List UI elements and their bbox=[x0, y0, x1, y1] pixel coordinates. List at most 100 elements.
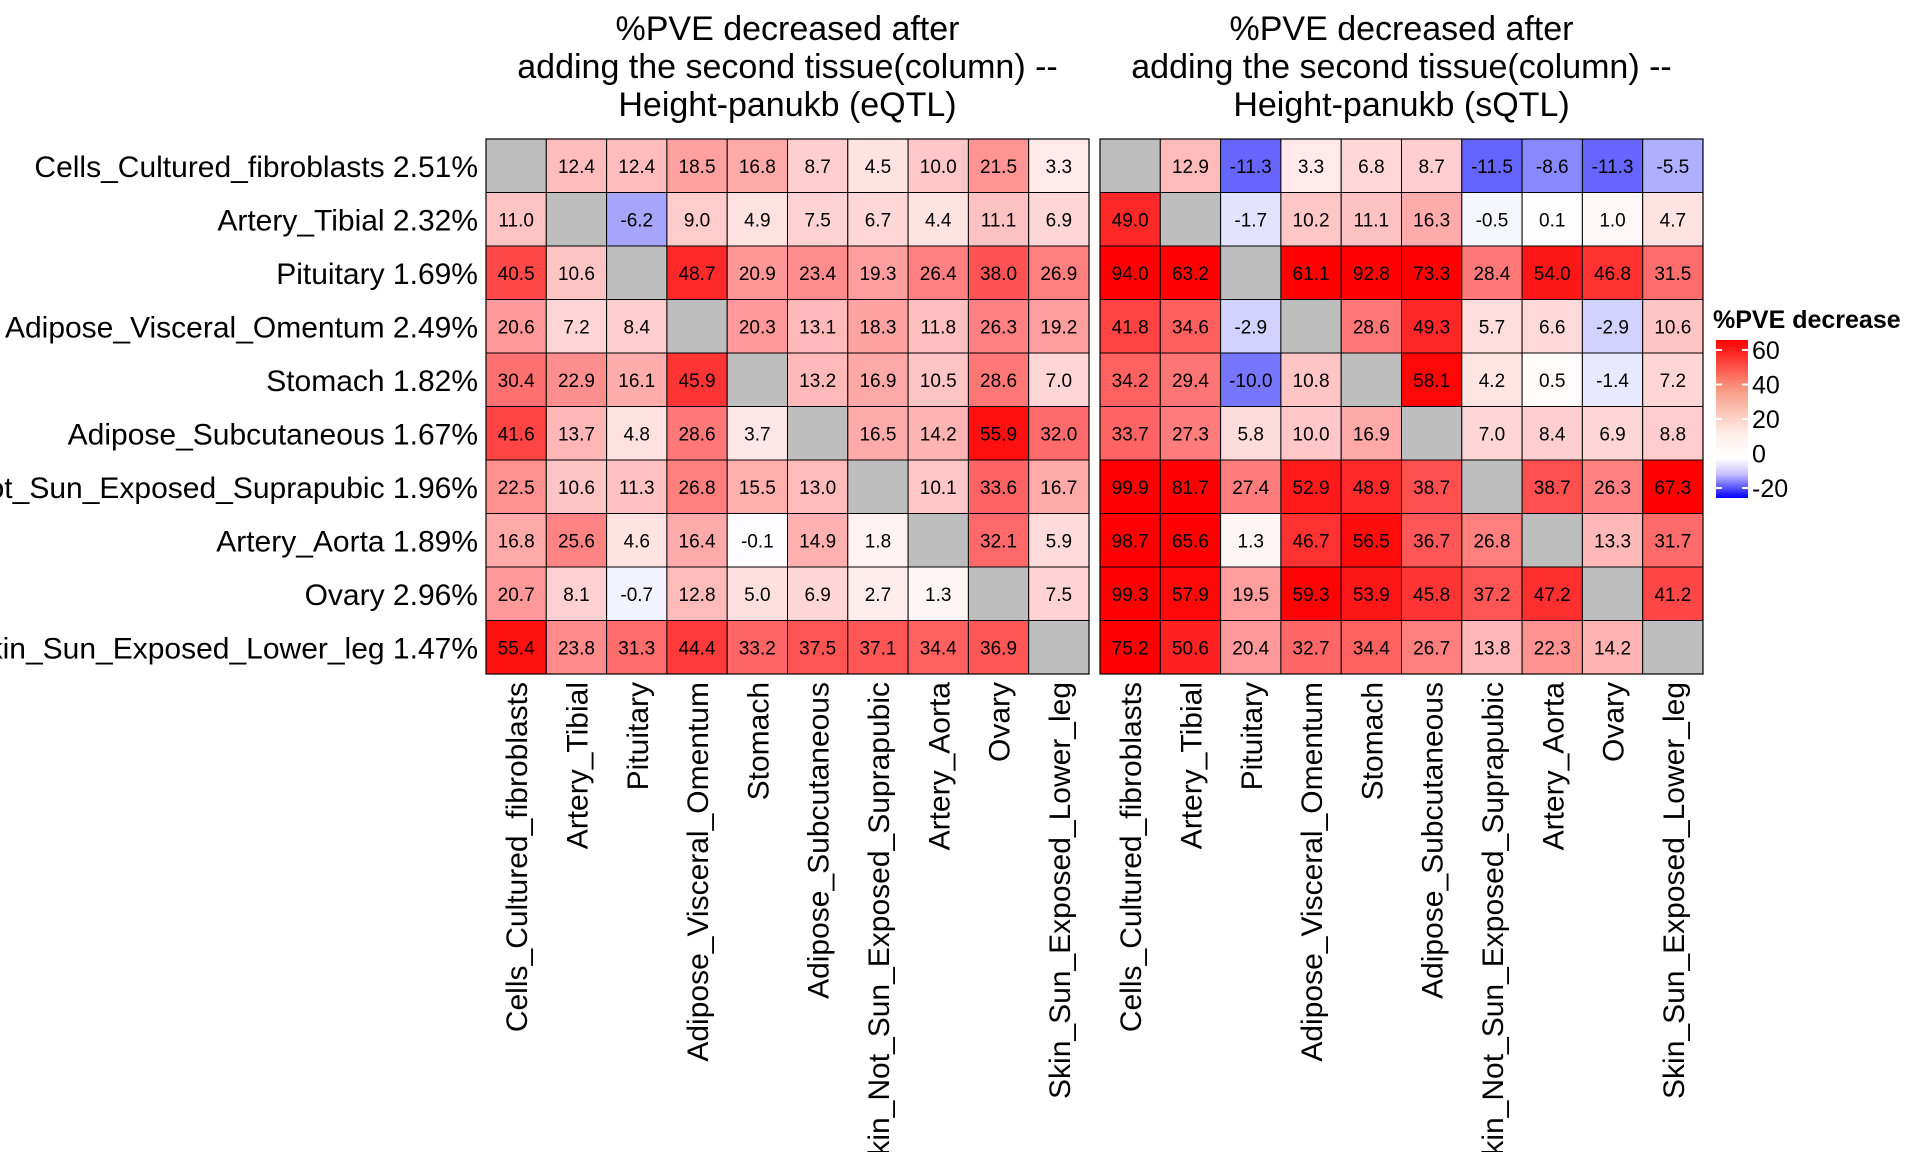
cell-value-label: -8.6 bbox=[1536, 157, 1569, 178]
cell-value-label: 59.3 bbox=[1293, 585, 1330, 606]
row-label: Adipose_Visceral_Omentum 2.49% bbox=[5, 311, 478, 344]
cell-value-label: 1.0 bbox=[1599, 210, 1625, 231]
heatmap-cell bbox=[485, 513, 547, 568]
cell-value-label: 19.5 bbox=[1232, 585, 1269, 606]
heatmap-cell bbox=[1581, 620, 1644, 675]
column-label: Pituitary bbox=[1236, 682, 1269, 790]
heatmap-cell bbox=[666, 513, 728, 568]
heatmap-cell bbox=[1028, 620, 1090, 675]
cell-value-label: 22.3 bbox=[1534, 638, 1571, 659]
column-label: Artery_Aorta bbox=[1537, 682, 1570, 851]
cell-value-label: 26.9 bbox=[1040, 264, 1077, 285]
heatmap-cell bbox=[1340, 566, 1402, 621]
heatmap-cell bbox=[1028, 352, 1090, 407]
column-label: Skin_Not_Sun_Exposed_Suprapubic bbox=[863, 682, 896, 1152]
cell-value-label: 8.7 bbox=[1418, 157, 1444, 178]
heatmap-cell bbox=[1401, 513, 1463, 568]
heatmap-cell bbox=[726, 406, 789, 461]
heatmap-cell bbox=[907, 192, 969, 247]
heatmap-cell bbox=[847, 406, 909, 461]
heatmap-cell bbox=[1642, 620, 1704, 675]
cell-value-label: 7.5 bbox=[1046, 585, 1072, 606]
cell-value-label: 7.2 bbox=[563, 317, 589, 338]
cell-value-label: 14.9 bbox=[799, 531, 836, 552]
cell-value-label: -6.2 bbox=[620, 210, 653, 231]
column-label: Cells_Cultured_fibroblasts bbox=[1115, 682, 1148, 1032]
heatmap-cell bbox=[485, 245, 547, 300]
cell-value-label: 4.9 bbox=[744, 210, 770, 231]
row-label: Skin_Not_Sun_Exposed_Suprapubic 1.96% bbox=[0, 472, 478, 505]
cell-value-label: 6.9 bbox=[804, 585, 830, 606]
cell-value-label: 28.6 bbox=[980, 371, 1017, 392]
cell-value-label: 40.5 bbox=[498, 264, 535, 285]
heatmap-cell bbox=[787, 245, 849, 300]
cell-value-label: 6.7 bbox=[865, 210, 891, 231]
cell-value-label: 4.6 bbox=[624, 531, 650, 552]
row-label: Stomach 1.82% bbox=[266, 365, 478, 398]
cell-value-label: 48.9 bbox=[1353, 478, 1390, 499]
cell-value-label: 22.5 bbox=[498, 478, 535, 499]
cell-value-label: 41.6 bbox=[498, 424, 535, 445]
cell-value-label: 16.9 bbox=[859, 371, 896, 392]
heatmap-cell bbox=[1521, 620, 1583, 675]
panel-border bbox=[1099, 138, 1704, 675]
heatmap-cell bbox=[545, 459, 608, 514]
cell-value-label: 36.9 bbox=[980, 638, 1017, 659]
column-label: Ovary bbox=[1598, 682, 1631, 762]
cell-value-label: 12.8 bbox=[679, 585, 716, 606]
cell-value-label: 6.9 bbox=[1046, 210, 1072, 231]
heatmap-cell bbox=[1461, 513, 1523, 568]
heatmap-cell bbox=[1401, 620, 1463, 675]
cell-value-label: 55.9 bbox=[980, 424, 1017, 445]
heatmap-cell bbox=[1028, 245, 1090, 300]
cell-value-label: -11.5 bbox=[1471, 157, 1513, 178]
heatmap-cell bbox=[485, 352, 547, 407]
heatmap-cell bbox=[847, 620, 909, 675]
color-legend: %PVE decrease 60 40 20 0 -20 bbox=[1713, 306, 1901, 503]
cell-value-label: 13.3 bbox=[1594, 531, 1631, 552]
cell-value-label: 10.1 bbox=[920, 478, 957, 499]
cell-value-label: 20.7 bbox=[498, 585, 535, 606]
heatmap-cell bbox=[1521, 299, 1583, 354]
cell-value-label: 16.8 bbox=[739, 157, 776, 178]
column-label: Skin_Sun_Exposed_Lower_leg bbox=[1044, 682, 1077, 1099]
cell-value-label: 53.9 bbox=[1353, 585, 1390, 606]
heatmap-cell bbox=[1280, 245, 1342, 300]
heatmap-cell bbox=[1521, 138, 1583, 193]
heatmap-cell bbox=[485, 406, 547, 461]
heatmap-cell bbox=[1461, 459, 1523, 514]
cell-value-label: 18.5 bbox=[679, 157, 716, 178]
heatmap-cell bbox=[847, 513, 909, 568]
cell-value-label: -11.3 bbox=[1592, 157, 1634, 178]
column-label: Artery_Aorta bbox=[923, 682, 956, 851]
heatmap-cell bbox=[545, 566, 608, 621]
cell-value-label: 7.5 bbox=[804, 210, 830, 231]
cell-value-label: 34.4 bbox=[920, 638, 957, 659]
heatmap-cell bbox=[1280, 459, 1342, 514]
heatmap-cell bbox=[1521, 513, 1583, 568]
heatmap-cell bbox=[726, 245, 789, 300]
cell-value-label: 13.0 bbox=[799, 478, 836, 499]
cell-value-label: 54.0 bbox=[1534, 264, 1571, 285]
cell-value-label: 26.4 bbox=[920, 264, 957, 285]
heatmap-cell bbox=[1028, 513, 1090, 568]
column-label: Skin_Not_Sun_Exposed_Suprapubic bbox=[1477, 682, 1510, 1152]
cell-value-label: 26.8 bbox=[1473, 531, 1510, 552]
cell-value-label: 34.6 bbox=[1172, 317, 1209, 338]
heatmap-cell bbox=[1340, 245, 1402, 300]
column-label: Skin_Sun_Exposed_Lower_leg bbox=[1658, 682, 1691, 1099]
cell-value-label: 30.4 bbox=[498, 371, 535, 392]
heatmap-cell bbox=[485, 459, 547, 514]
cell-value-label: 4.2 bbox=[1479, 371, 1505, 392]
column-label: Pituitary bbox=[622, 682, 655, 790]
heatmap-cell bbox=[666, 299, 728, 354]
heatmap-cell bbox=[907, 459, 969, 514]
heatmap-cell bbox=[1521, 352, 1583, 407]
cell-value-label: 10.2 bbox=[1293, 210, 1330, 231]
cell-value-label: 34.2 bbox=[1112, 371, 1149, 392]
heatmap-cell bbox=[1642, 192, 1704, 247]
cell-value-label: 22.9 bbox=[558, 371, 595, 392]
heatmap-cell bbox=[1280, 513, 1342, 568]
heatmap-cell bbox=[726, 299, 789, 354]
